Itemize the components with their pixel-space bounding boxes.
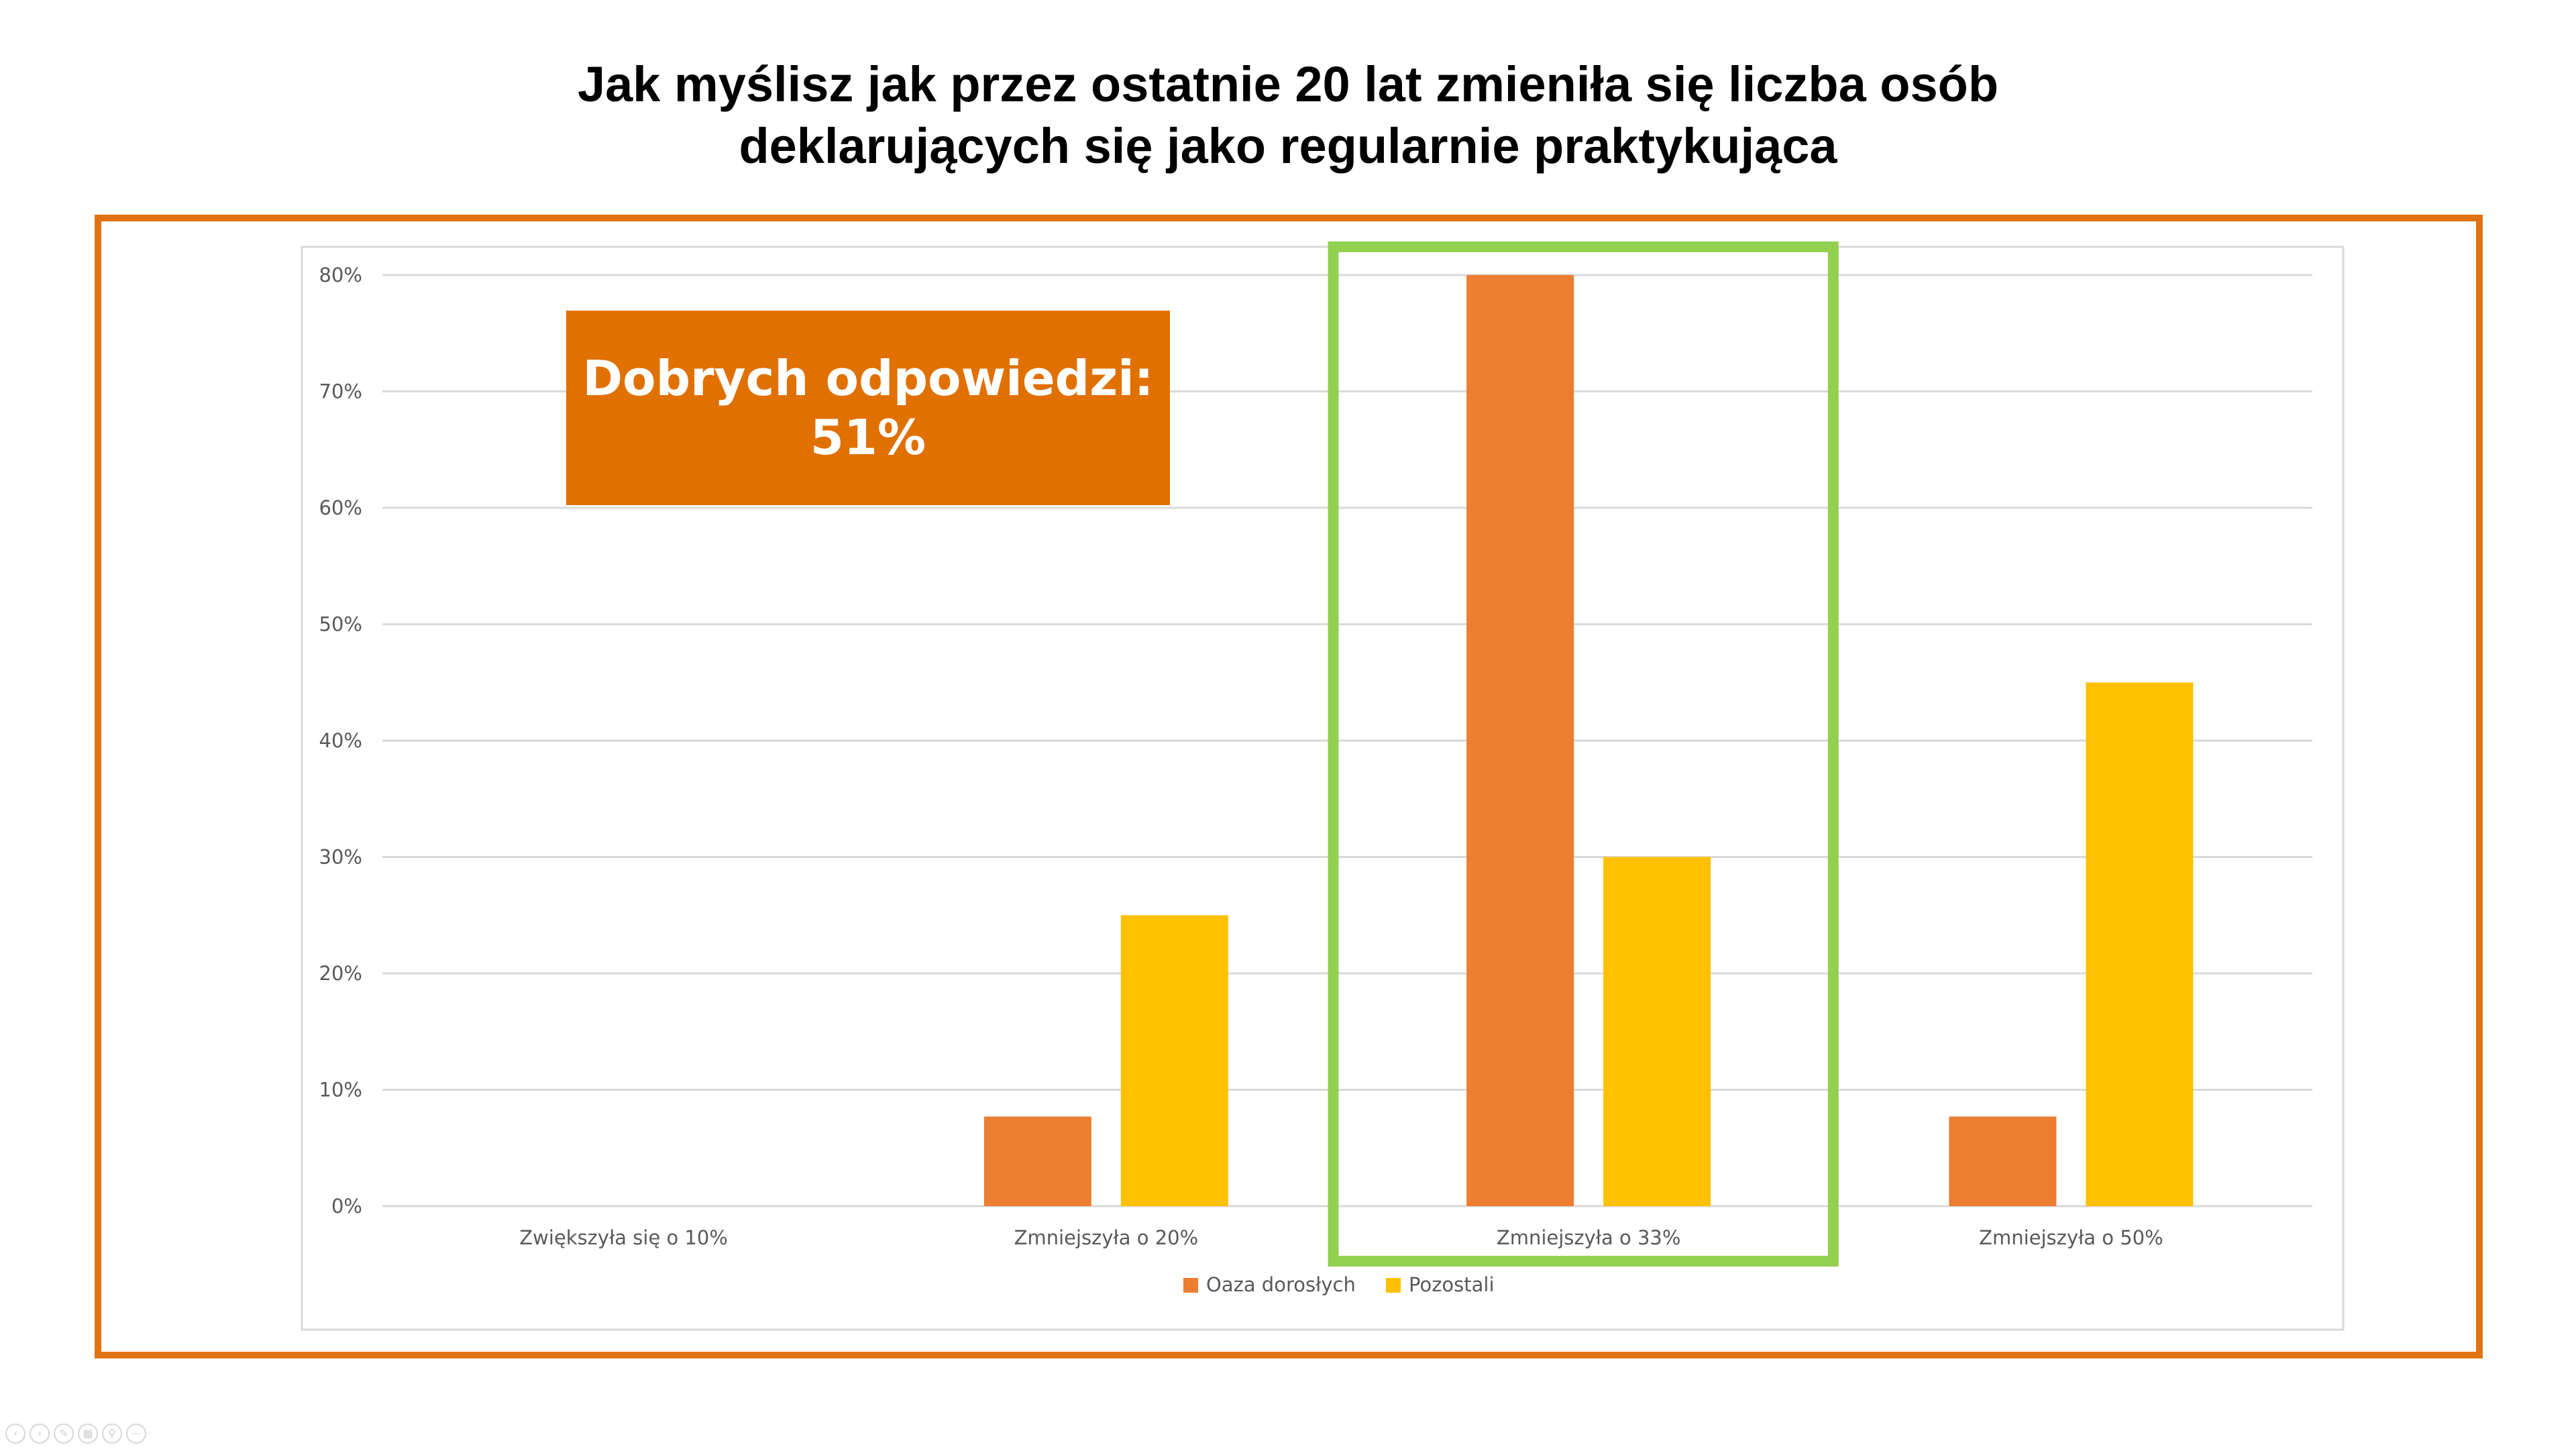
y-tick-label: 40%	[319, 729, 362, 752]
legend-label: Pozostali	[1409, 1273, 1495, 1296]
y-tick-label: 70%	[319, 380, 362, 403]
bar	[983, 1116, 1091, 1206]
y-tick-label: 20%	[319, 962, 362, 985]
back-icon[interactable]: ‹	[5, 1424, 25, 1444]
correct-answers-callout: Dobrych odpowiedzi: 51%	[566, 311, 1170, 505]
bar	[1120, 915, 1228, 1206]
bar	[1603, 857, 1711, 1206]
y-tick-label: 60%	[319, 496, 362, 519]
bar	[2086, 682, 2194, 1206]
callout-label: Dobrych odpowiedzi:	[582, 350, 1154, 407]
y-tick-label: 0%	[331, 1195, 362, 1218]
x-tick-label: Zmniejszyła o 20%	[1014, 1226, 1199, 1249]
x-tick-label: Zmniejszyła o 50%	[1979, 1226, 2163, 1249]
zoom-icon[interactable]: ⚲	[102, 1424, 122, 1444]
chart-frame	[95, 215, 2483, 1358]
slides-icon[interactable]: ▦	[78, 1424, 98, 1444]
title-line-1: Jak myślisz jak przez ostatnie 20 lat zm…	[577, 56, 1999, 112]
x-tick-label: Zwiększyła się o 10%	[519, 1226, 728, 1249]
slideshow-nav: ‹ › ✎ ▦ ⚲ ⋯	[5, 1424, 146, 1444]
bar	[1466, 275, 1574, 1206]
forward-icon[interactable]: ›	[30, 1424, 50, 1444]
more-icon[interactable]: ⋯	[126, 1424, 146, 1444]
y-tick-label: 80%	[319, 264, 362, 286]
title-line-2: deklarujących się jako regularnie prakty…	[739, 118, 1837, 174]
slide-title: Jak myślisz jak przez ostatnie 20 lat zm…	[0, 54, 2576, 177]
y-tick-label: 10%	[319, 1079, 362, 1102]
pen-icon[interactable]: ✎	[54, 1424, 74, 1444]
legend-swatch	[1386, 1278, 1401, 1293]
x-tick-label: Zmniejszyła o 33%	[1497, 1226, 1681, 1249]
y-tick-label: 30%	[319, 846, 362, 869]
highlight-box	[1328, 241, 1839, 1267]
bar	[1949, 1116, 2057, 1206]
callout-value: 51%	[810, 409, 926, 466]
y-tick-label: 50%	[319, 613, 362, 636]
legend-label: Oaza dorosłych	[1206, 1273, 1356, 1296]
legend-swatch	[1183, 1278, 1198, 1293]
